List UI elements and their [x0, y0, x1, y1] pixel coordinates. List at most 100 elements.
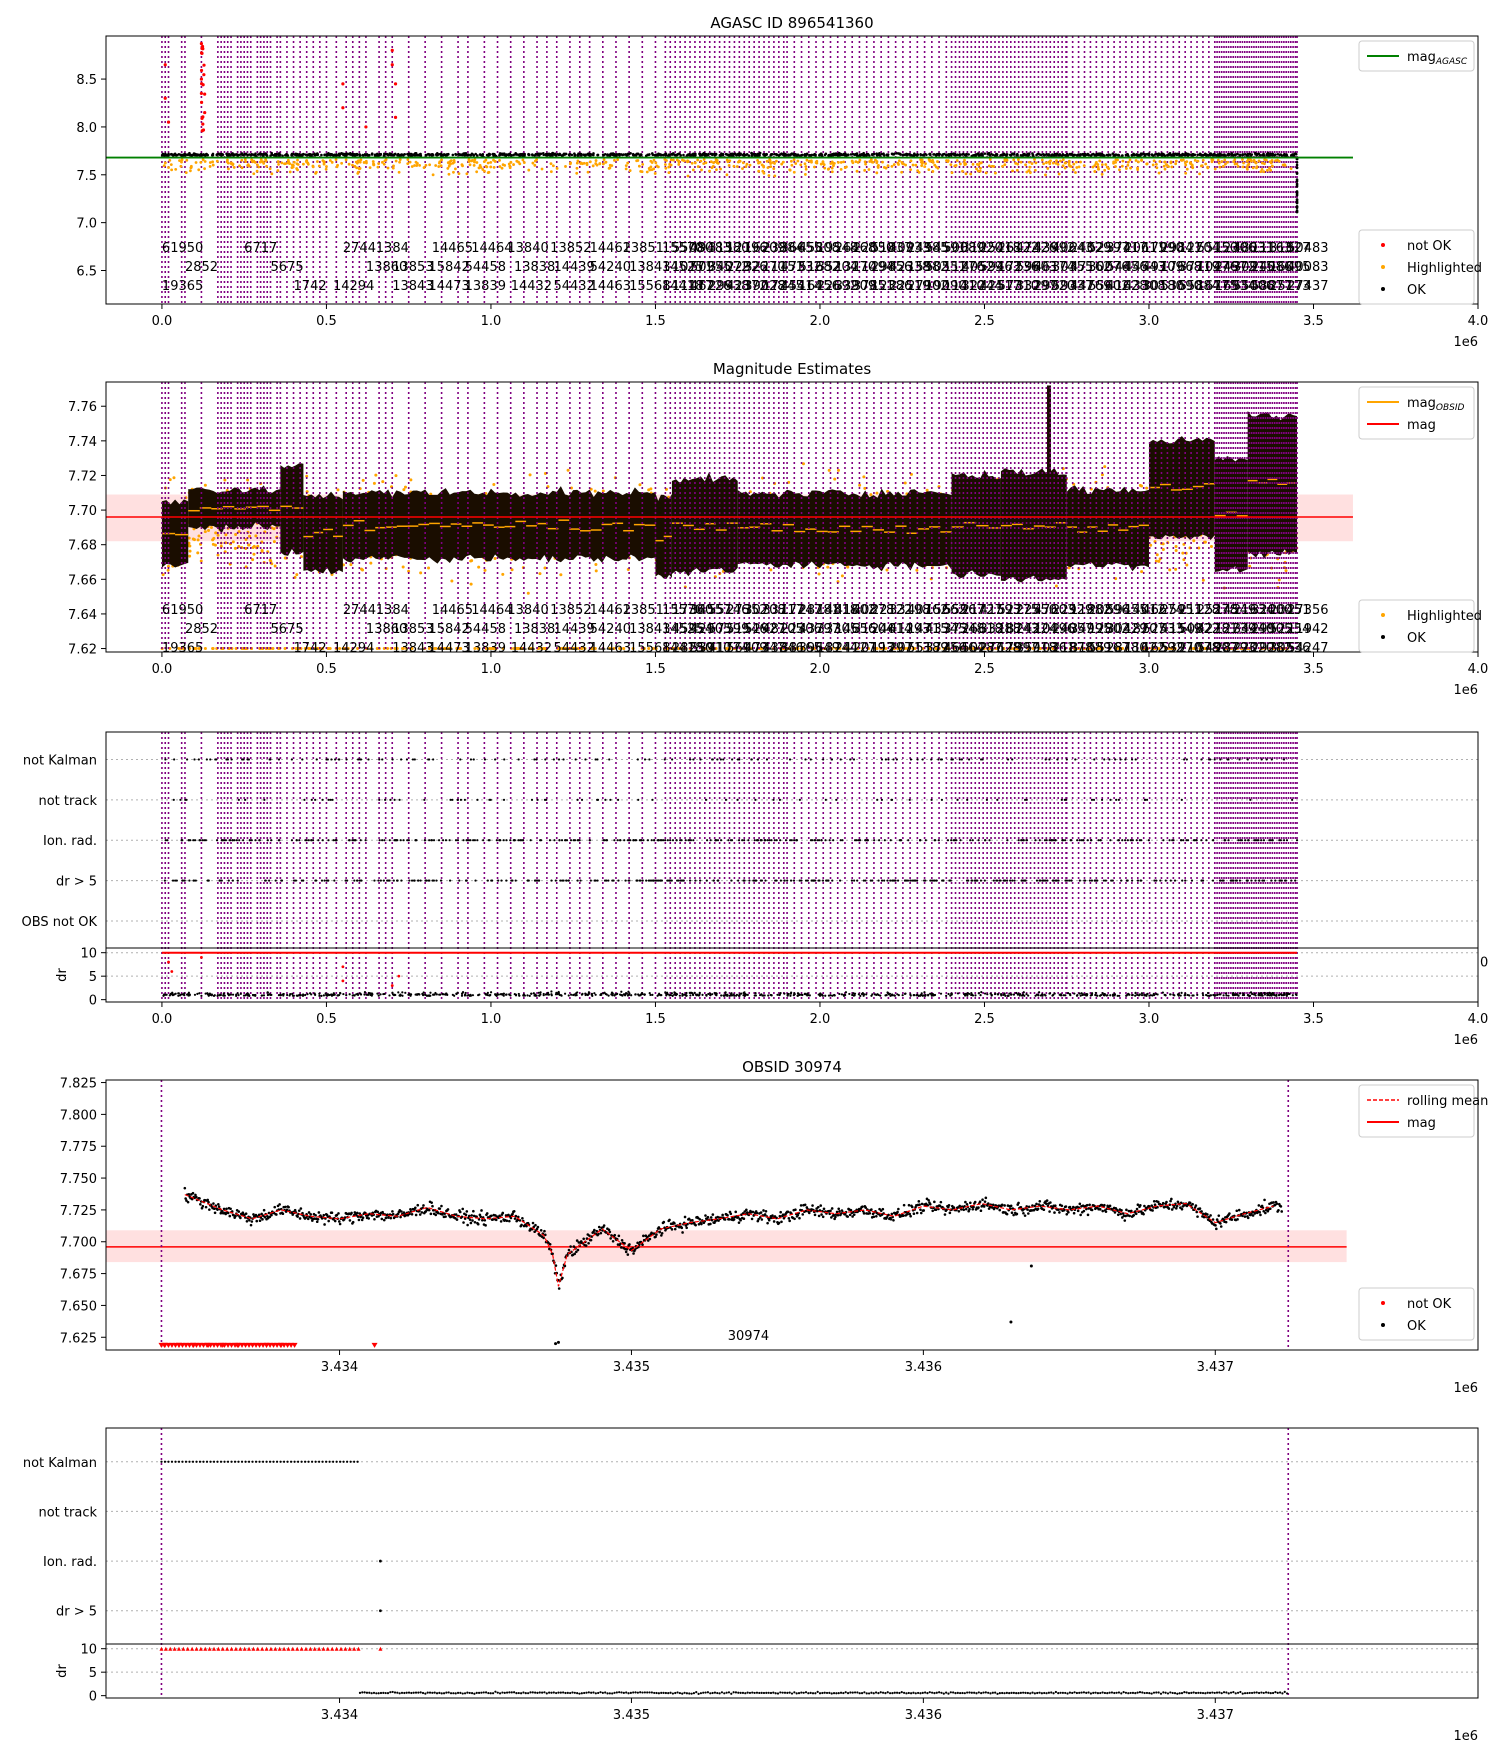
highlighted-point [641, 162, 645, 166]
obsid-label: 61950 [162, 603, 203, 618]
legend-frame [1358, 40, 1475, 72]
ok-point [375, 152, 379, 156]
ok-point [512, 153, 515, 157]
highlighted-point [1067, 163, 1071, 167]
obsid-label: 2744 [343, 603, 376, 618]
highlighted-point [1114, 165, 1117, 168]
highlighted-point [1152, 159, 1156, 163]
highlighted-point [1164, 647, 1168, 651]
highlighted-point [413, 164, 416, 167]
not-ok-point [364, 125, 368, 129]
obsid-label-dense: 46226 [690, 279, 731, 294]
highlighted-point [1103, 168, 1107, 172]
ok-point [792, 153, 796, 156]
highlighted-point [1260, 167, 1264, 171]
not-ok-point [203, 92, 207, 96]
not-ok-point [163, 96, 167, 100]
ok-point [1232, 154, 1235, 157]
obsid-label: 13840 [507, 241, 548, 256]
ok-point [237, 153, 241, 157]
highlighted-point [917, 170, 921, 174]
highlighted-point [1116, 158, 1119, 162]
highlighted-point [255, 163, 259, 167]
highlighted-point [868, 160, 872, 163]
highlighted-point [668, 162, 672, 166]
ok-point [320, 153, 323, 157]
highlighted-point [884, 647, 888, 651]
highlighted-point [326, 647, 330, 651]
x-tick-label: 4.0 [1468, 314, 1489, 329]
highlighted-point [897, 159, 901, 163]
ok-point [365, 153, 369, 157]
ok-point [858, 154, 862, 157]
highlighted-point [594, 159, 598, 162]
highlighted-point [225, 160, 229, 164]
ok-point [196, 153, 199, 157]
highlighted-point [1185, 563, 1189, 567]
obsid-label-dense: 33297 [1016, 279, 1057, 294]
not-ok-point [200, 116, 204, 121]
highlighted-point [317, 164, 321, 168]
highlighted-point [867, 647, 871, 651]
ok-point [819, 152, 823, 156]
highlighted-point [575, 647, 579, 651]
highlighted-point [489, 165, 493, 169]
highlighted-point [510, 568, 514, 572]
not-ok-point [199, 41, 204, 46]
highlighted-point [358, 167, 361, 171]
highlighted-point [591, 164, 595, 168]
highlighted-point [223, 478, 227, 482]
highlighted-point [612, 647, 616, 651]
ok-point [934, 153, 938, 157]
highlighted-point [296, 158, 299, 162]
highlighted-point [626, 161, 630, 165]
highlighted-point [710, 166, 714, 170]
not-ok-point [200, 129, 204, 133]
highlighted-point [1217, 161, 1221, 165]
ok-point [782, 152, 786, 155]
highlighted-point [277, 163, 280, 166]
ok-point [388, 152, 392, 155]
ok-point [296, 152, 299, 156]
highlighted-point [351, 163, 354, 167]
y-tick-label: 7.70 [68, 504, 97, 519]
ok-point [290, 153, 293, 157]
highlighted-point [1003, 163, 1007, 167]
ok-point [1035, 153, 1038, 157]
highlighted-point [259, 160, 262, 164]
highlighted-point [347, 162, 351, 166]
highlighted-point [744, 165, 748, 169]
highlighted-point [1120, 164, 1124, 168]
obsid-label-dense: 40643 [1052, 241, 1093, 256]
series-highlighted [162, 158, 1293, 178]
highlighted-point [484, 164, 488, 168]
ok-point [403, 152, 407, 156]
ok-point [995, 154, 999, 157]
highlighted-point [1163, 167, 1167, 171]
obsid-label: 6717 [244, 241, 277, 256]
highlighted-point [528, 473, 532, 477]
ok-point [1160, 154, 1164, 158]
ok-point [1068, 153, 1072, 156]
ok-point [487, 152, 491, 156]
highlighted-point [963, 161, 966, 165]
ok-point [274, 153, 277, 157]
highlighted-point [1034, 161, 1038, 165]
highlighted-point [863, 160, 867, 164]
highlighted-point [1259, 170, 1263, 174]
highlighted-point [1145, 486, 1149, 490]
ok-point [763, 153, 766, 156]
obsid-label-dense: 32244 [961, 279, 1002, 294]
highlighted-point [169, 163, 173, 167]
highlighted-point [864, 162, 867, 166]
highlighted-point [1069, 165, 1073, 168]
legend-label: Highlighted [1407, 609, 1482, 624]
obsid-label-dense: 30915 [1233, 260, 1274, 275]
ok-point [592, 153, 595, 157]
highlighted-point [1184, 163, 1188, 167]
highlighted-point [189, 166, 193, 170]
highlighted-point [979, 166, 982, 170]
highlighted-point [839, 160, 843, 164]
ok-point [584, 154, 587, 157]
x-tick-label: 2.5 [974, 662, 995, 677]
